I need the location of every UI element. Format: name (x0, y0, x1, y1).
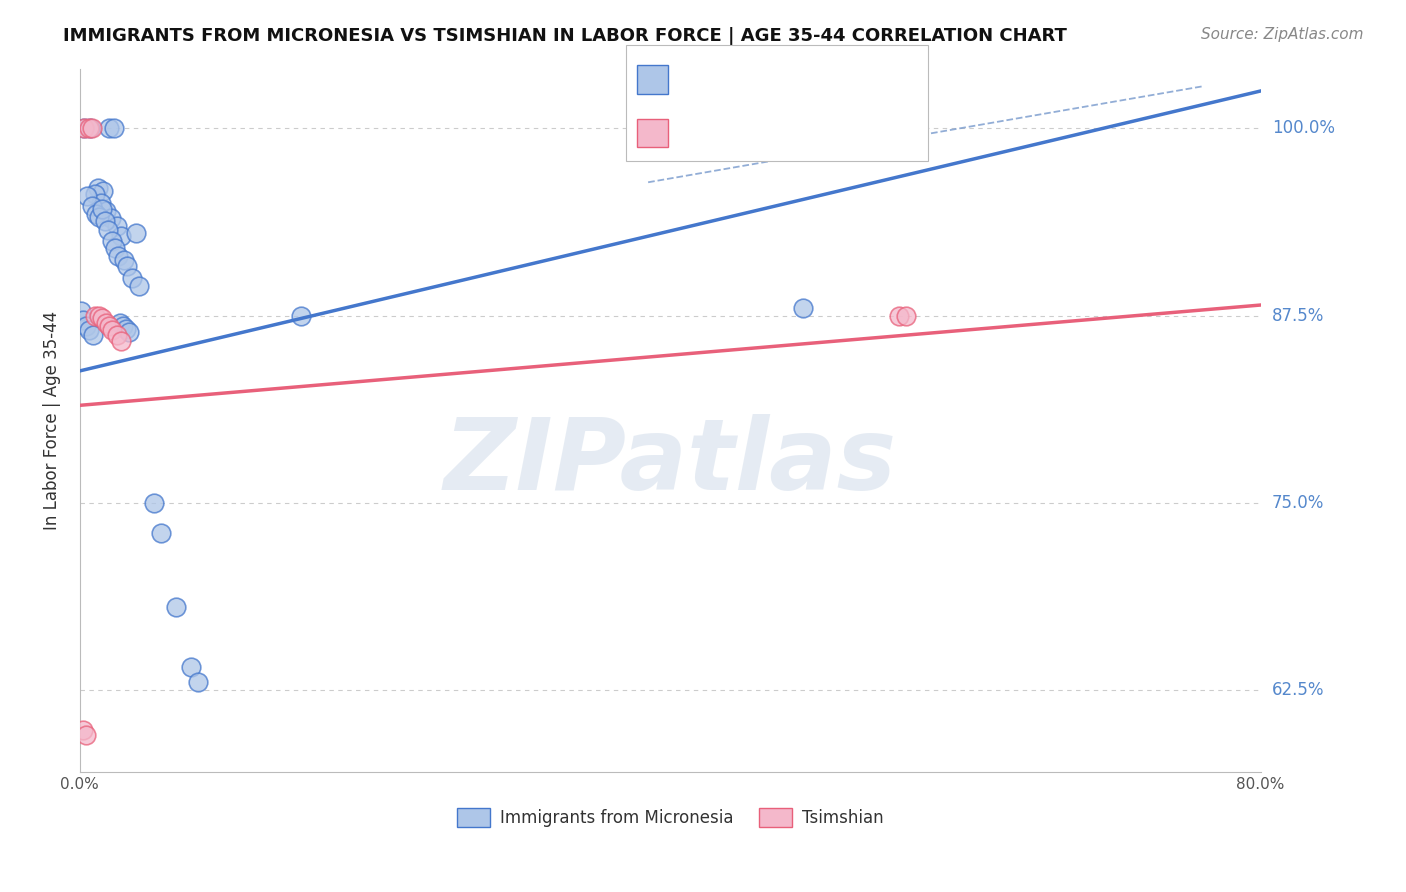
Point (103, 121, 125, 136)
Point (94, 214, 117, 228)
Text: 100.0%: 100.0% (1272, 120, 1334, 137)
Text: 62.5%: 62.5% (1272, 681, 1324, 698)
Text: 75.0%: 75.0% (1272, 493, 1324, 512)
Point (73, 121, 96, 136)
Point (91, 311, 114, 326)
Text: R = 0.212: R = 0.212 (679, 125, 769, 143)
Point (70, 304, 93, 318)
Point (84, 207, 107, 221)
Point (108, 316, 131, 330)
Point (87, 309, 110, 323)
Text: N = 15: N = 15 (808, 125, 872, 143)
Point (105, 328, 128, 343)
Point (792, 301, 814, 315)
Point (80, 199, 103, 213)
Text: IMMIGRANTS FROM MICRONESIA VS TSIMSHIAN IN LABOR FORCE | AGE 35-44 CORRELATION C: IMMIGRANTS FROM MICRONESIA VS TSIMSHIAN … (63, 27, 1067, 45)
Point (79, 121, 101, 136)
Point (896, 309, 918, 323)
Point (101, 234, 124, 248)
Point (87, 210, 110, 224)
Y-axis label: In Labor Force | Age 35-44: In Labor Force | Age 35-44 (44, 310, 60, 530)
Point (83, 187, 105, 202)
Point (77, 121, 100, 136)
Point (82, 328, 104, 343)
Point (110, 229, 132, 244)
Text: Source: ZipAtlas.com: Source: ZipAtlas.com (1201, 27, 1364, 42)
Point (91, 202, 114, 217)
Point (104, 241, 127, 255)
Point (76, 188, 98, 202)
Point (125, 226, 148, 240)
Point (101, 323, 124, 337)
Point (90, 196, 112, 211)
Point (187, 675, 209, 690)
Point (290, 309, 312, 323)
Point (105, 219, 128, 233)
Point (121, 271, 143, 285)
Text: 87.5%: 87.5% (1272, 307, 1324, 325)
Point (117, 325, 139, 339)
Point (72, 313, 94, 327)
Point (128, 278, 150, 293)
Point (80, 121, 103, 136)
Point (100, 211, 122, 226)
Point (150, 525, 173, 540)
Point (165, 600, 187, 615)
Point (112, 253, 135, 268)
Text: ZIPatlas: ZIPatlas (444, 414, 897, 511)
Point (96, 316, 118, 330)
Point (86, 181, 108, 195)
Point (887, 309, 910, 323)
Point (98, 318, 121, 333)
Point (107, 249, 129, 263)
Point (111, 318, 134, 333)
Point (98, 121, 121, 136)
Point (83, 309, 105, 323)
Point (110, 334, 132, 348)
Point (75, 318, 97, 333)
Point (142, 495, 165, 509)
Point (73, 121, 96, 136)
Text: R = 0.192: R = 0.192 (679, 70, 769, 87)
Point (180, 660, 202, 674)
Legend: Immigrants from Micronesia, Tsimshian: Immigrants from Micronesia, Tsimshian (450, 802, 890, 834)
Point (75, 728, 97, 742)
Point (93, 184, 115, 198)
Point (114, 322, 136, 336)
Point (96, 203, 118, 218)
Point (115, 259, 138, 273)
Point (77, 323, 100, 337)
Text: N = 43: N = 43 (808, 70, 872, 87)
Point (97, 223, 120, 237)
Point (72, 723, 94, 738)
